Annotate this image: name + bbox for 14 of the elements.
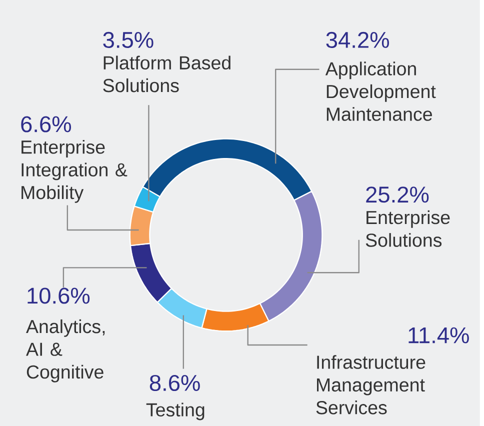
data-label: 11.4%	[408, 327, 469, 344]
slice-label: Enterprise Solutions	[366, 210, 450, 247]
data-label: 10.6%	[28, 288, 90, 304]
data-label: 34.2%	[326, 32, 389, 48]
slice-label: Analytics, AI & Cognitive	[26, 319, 105, 382]
data-label: 3.5%	[103, 32, 154, 48]
slice-label: Infrastructure Management Services	[316, 354, 426, 414]
slice-label: Application Development Maintenance	[325, 62, 436, 121]
slice-label: Enterprise Integration & Mobility	[22, 140, 128, 203]
data-label: 25.2%	[366, 186, 429, 203]
slice-label: Testing	[146, 402, 204, 420]
data-label: 8.6%	[150, 374, 200, 391]
data-label: 6.6%	[21, 116, 71, 132]
slice-label: Platform Based Solutions	[103, 56, 230, 92]
